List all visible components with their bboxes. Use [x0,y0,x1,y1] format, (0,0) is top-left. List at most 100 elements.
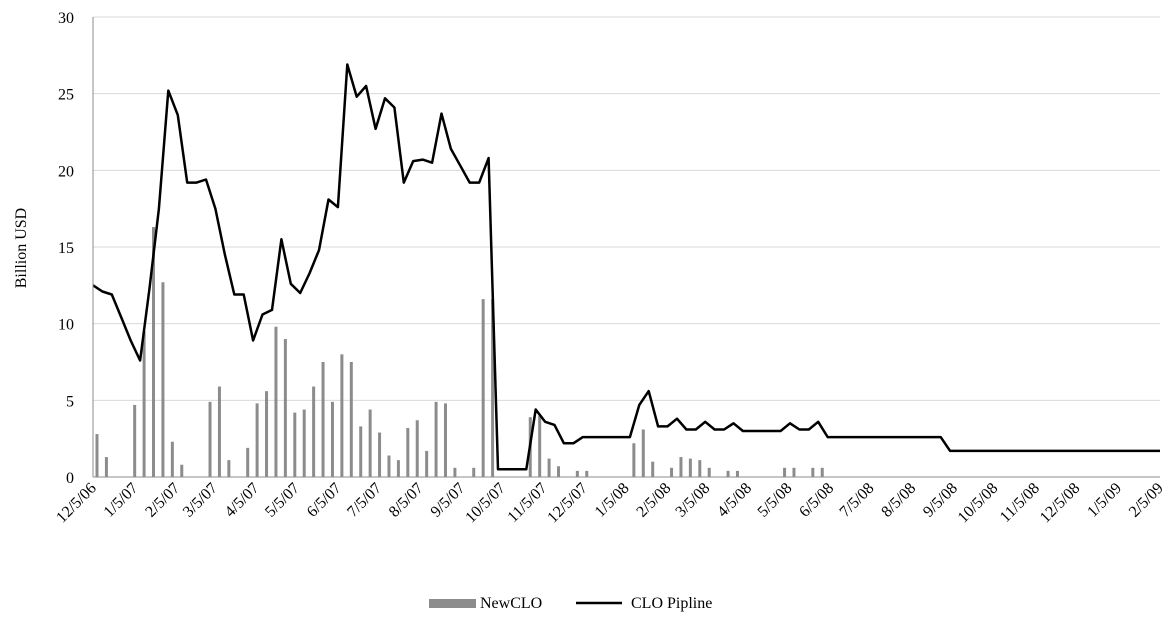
y-tick-label: 20 [58,163,74,180]
x-tick-label: 6/5/08 [796,480,837,521]
y-tick-label: 15 [58,240,74,257]
x-tick-label: 3/5/08 [672,480,713,521]
bar-newclo [142,331,146,477]
bar-newclo [133,404,137,477]
bar-newclo [340,354,344,477]
y-axis-title: Billion USD [13,208,30,288]
x-tick-label: 12/5/08 [1037,480,1084,527]
x-tick-label: 12/5/07 [544,480,591,527]
bar-newclo [726,470,730,477]
legend-label-newclo: NewCLO [480,595,542,612]
bar-newclo [575,470,579,477]
bar-newclo [792,467,796,477]
bar-series-newclo [95,227,824,477]
legend: NewCLO CLO Pipline [429,595,712,612]
axes [92,17,1160,478]
bar-newclo [368,409,372,477]
x-tick-label: 6/5/07 [304,480,345,521]
bar-newclo [217,386,221,477]
bar-newclo [735,470,739,477]
bar-newclo [670,467,674,477]
bar-newclo [330,401,334,477]
x-tick-label: 5/5/07 [262,480,303,521]
bar-newclo [820,467,824,477]
bar-newclo [783,467,787,477]
x-tick-label: 10/5/07 [462,480,509,527]
x-tick-label: 10/5/08 [955,480,1002,527]
bar-newclo [406,427,410,477]
bar-newclo [557,466,561,477]
bar-newclo [293,412,297,477]
bar-newclo [387,455,391,477]
bar-newclo [378,432,382,477]
y-axis-ticks: 0 5 10 15 20 25 30 [58,10,74,487]
x-tick-label: 2/5/09 [1126,480,1167,521]
x-tick-label: 3/5/07 [180,480,221,521]
x-tick-label: 11/5/08 [997,480,1043,526]
bar-newclo [415,420,419,477]
x-tick-label: 2/5/07 [142,480,183,521]
x-tick-label: 8/5/08 [878,480,919,521]
bar-newclo [349,362,353,477]
bar-newclo [547,458,551,477]
x-tick-label: 1/5/07 [101,480,142,521]
bar-newclo [688,458,692,477]
y-tick-label: 0 [66,470,74,487]
bar-newclo [632,443,636,477]
x-tick-label: 12/5/06 [53,480,100,527]
bar-newclo [246,447,250,477]
bar-newclo [208,401,212,477]
y-tick-label: 30 [58,10,74,27]
bar-newclo [152,227,156,477]
bar-newclo [425,450,429,477]
line-clo-pipeline [92,63,1160,471]
y-tick-label: 5 [66,393,74,410]
bar-newclo [443,403,447,477]
x-tick-label: 4/5/08 [714,480,755,521]
bar-newclo [180,464,184,477]
x-tick-label: 8/5/07 [386,480,427,521]
bar-newclo [161,282,165,477]
y-tick-label: 25 [58,87,74,104]
bar-newclo [170,441,174,477]
x-tick-label: 2/5/08 [633,480,674,521]
x-tick-label: 11/5/07 [504,480,550,526]
bar-newclo [265,391,269,477]
bar-newclo [321,362,325,477]
bar-newclo [811,467,815,477]
bar-newclo [104,457,108,477]
y-tick-label: 10 [58,317,74,334]
x-tick-label: 5/5/08 [755,480,796,521]
x-tick-label: 4/5/07 [222,480,263,521]
bar-newclo [312,386,316,477]
gridlines [93,16,1160,401]
x-tick-label: 7/5/08 [837,480,878,521]
legend-label-clo-pipeline: CLO Pipline [631,595,712,612]
x-tick-label: 1/5/08 [592,480,633,521]
x-tick-label: 1/5/09 [1084,480,1125,521]
bar-newclo [434,401,438,477]
bar-newclo [227,460,231,477]
bar-newclo [302,409,306,477]
bar-newclo [707,467,711,477]
line-series-clo-pipeline [92,63,1160,471]
bar-newclo [396,460,400,477]
bar-newclo [359,426,363,477]
x-axis-ticks: 12/5/06 1/5/07 2/5/073/5/07 4/5/07 5/5/07 6/5… [53,480,1167,527]
bar-newclo [491,299,495,477]
bar-newclo [95,434,99,477]
bar-newclo [641,429,645,477]
bar-newclo [585,470,589,477]
legend-swatch-newclo [429,599,476,608]
bar-newclo [255,403,259,477]
bar-newclo [453,467,457,477]
bar-newclo [651,461,655,477]
bar-newclo [481,299,485,477]
bar-newclo [283,339,287,477]
x-tick-label: 7/5/07 [344,480,385,521]
bar-newclo [538,415,542,477]
bar-newclo [679,457,683,477]
bar-newclo [698,460,702,477]
